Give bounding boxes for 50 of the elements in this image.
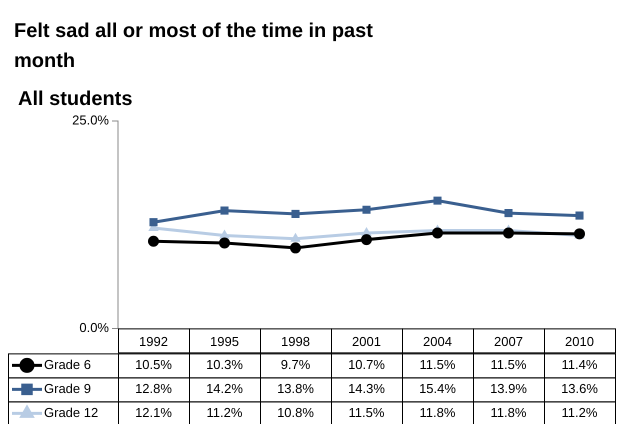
x-tick-label: 1992 [139,334,168,349]
data-label: 13.8% [277,380,314,396]
point [149,218,158,226]
data-label: 12.1% [135,404,172,420]
data-label: 10.5% [135,356,172,372]
point [220,230,230,238]
point [148,236,159,247]
data-label: 11.2% [562,404,598,420]
data-label: 13.9% [490,380,528,396]
point [504,209,513,218]
point [290,242,301,254]
data-label: 11.4% [562,356,598,372]
x-tick-label: 2010 [565,334,594,349]
chart-title: Felt sad all or most of the time in past month [14,19,374,74]
point [362,206,371,214]
x-tick-label: 2001 [352,334,381,349]
x-tick-label: 1998 [281,334,310,349]
data-label: 11.5% [490,356,527,372]
data-label: 14.3% [348,380,386,396]
y-tick-label: 0.0% [79,320,110,335]
data-label: 9.7% [280,356,311,372]
x-tick-label: 2004 [423,334,452,349]
data-label: 11.5% [348,404,385,420]
point [575,212,584,220]
point [503,227,514,238]
data-label: 10.7% [348,356,386,372]
data-label: 13.6% [561,380,598,396]
data-label: 15.4% [419,380,456,396]
data-label: 11.8% [490,404,527,420]
data-label: 14.2% [206,380,244,396]
point [220,206,229,215]
point [291,210,300,218]
point [290,233,300,242]
y-tick-label: 25.0% [72,112,110,128]
point [361,234,372,246]
data-label: 11.2% [206,404,243,420]
data-label: 11.8% [420,404,456,420]
legend-label: Grade 12 [44,404,98,420]
point [219,237,230,248]
data-label: 12.8% [135,380,172,396]
chart-subtitle: All students [18,88,132,111]
data-label: 11.5% [420,356,456,372]
data-label: 10.8% [277,404,314,420]
point [432,227,443,238]
x-tick-label: 1995 [210,334,239,349]
legend-label: Grade 6 [44,356,91,372]
point [433,196,442,205]
x-tick-label: 2007 [494,334,523,349]
legend-label: Grade 9 [44,380,91,396]
data-label: 10.3% [206,356,244,372]
